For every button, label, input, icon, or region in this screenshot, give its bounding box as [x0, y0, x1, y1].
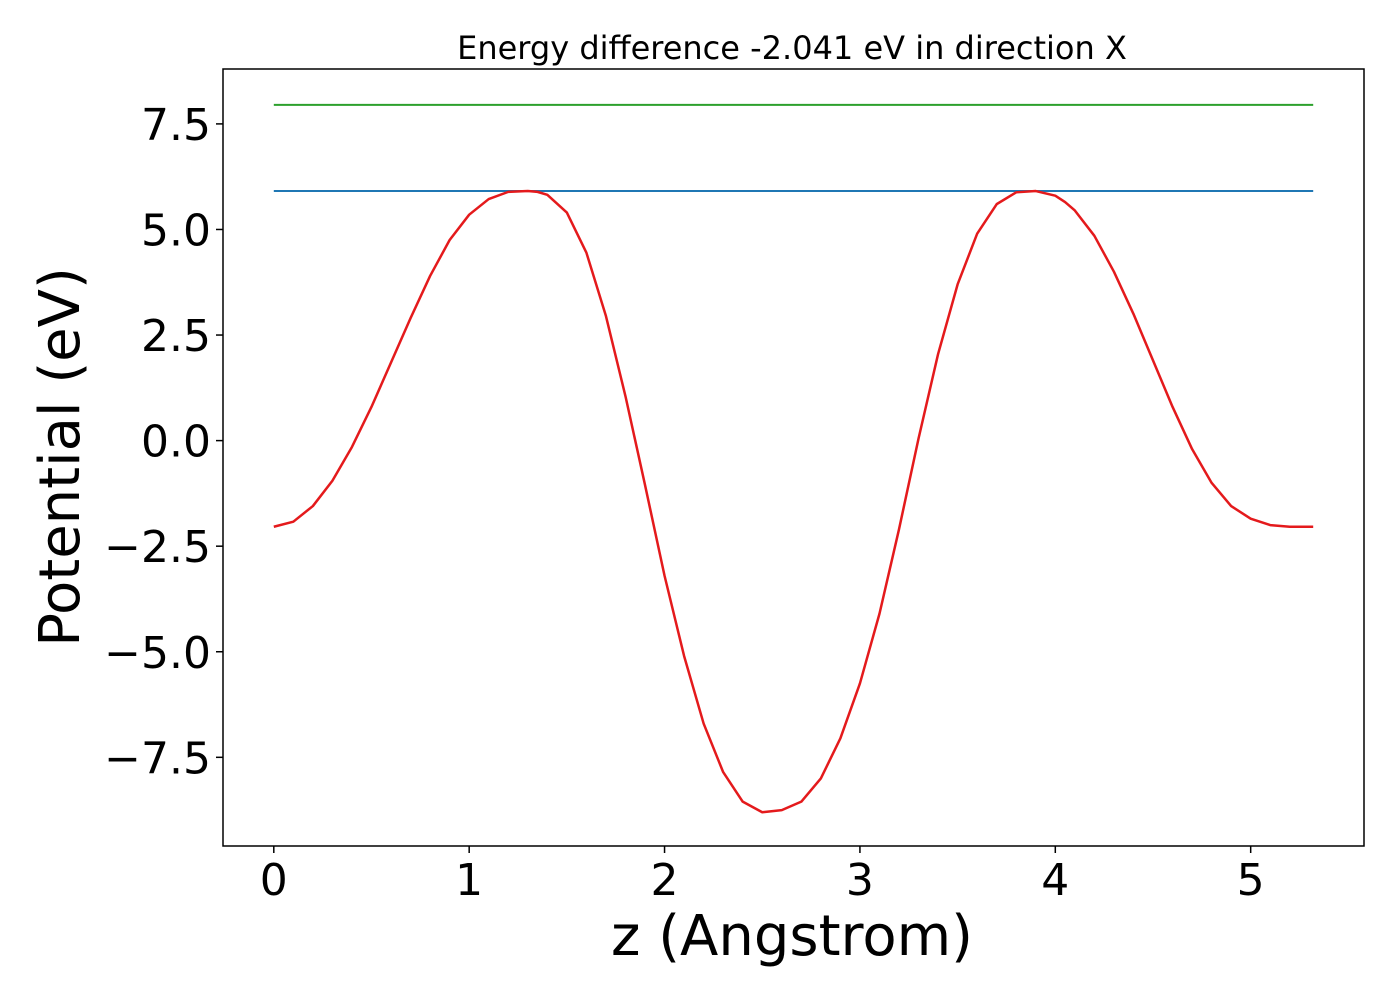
y-tick-label: 5.0 — [141, 205, 211, 256]
series-layer — [273, 103, 1314, 814]
y-tick-label: −7.5 — [104, 733, 211, 784]
y-tick-label: 2.5 — [141, 311, 211, 362]
x-tick-label: 2 — [651, 855, 679, 906]
y-tick-label: −5.0 — [104, 628, 211, 679]
y-ticks: 7.5 5.0 2.5 0.0 −2.5 −5.0 −7.5 — [104, 100, 223, 784]
x-ticks: 0 1 2 3 4 5 — [260, 846, 1265, 906]
y-axis-label: Potential (eV) — [28, 267, 93, 647]
x-tick-label: 0 — [260, 855, 288, 906]
x-tick-label: 1 — [455, 855, 483, 906]
x-tick-label: 5 — [1237, 855, 1265, 906]
x-tick-label: 3 — [846, 855, 874, 906]
chart-title: Energy difference -2.041 eV in direction… — [457, 29, 1127, 67]
y-tick-label: 7.5 — [141, 100, 211, 151]
y-tick-label: −2.5 — [104, 522, 211, 573]
plot-frame — [222, 68, 1365, 847]
x-tick-label: 4 — [1041, 855, 1069, 906]
y-tick-label: 0.0 — [141, 417, 211, 468]
x-axis-label: z (Angstrom) — [611, 904, 973, 969]
series-line-3 — [273, 189, 1314, 814]
